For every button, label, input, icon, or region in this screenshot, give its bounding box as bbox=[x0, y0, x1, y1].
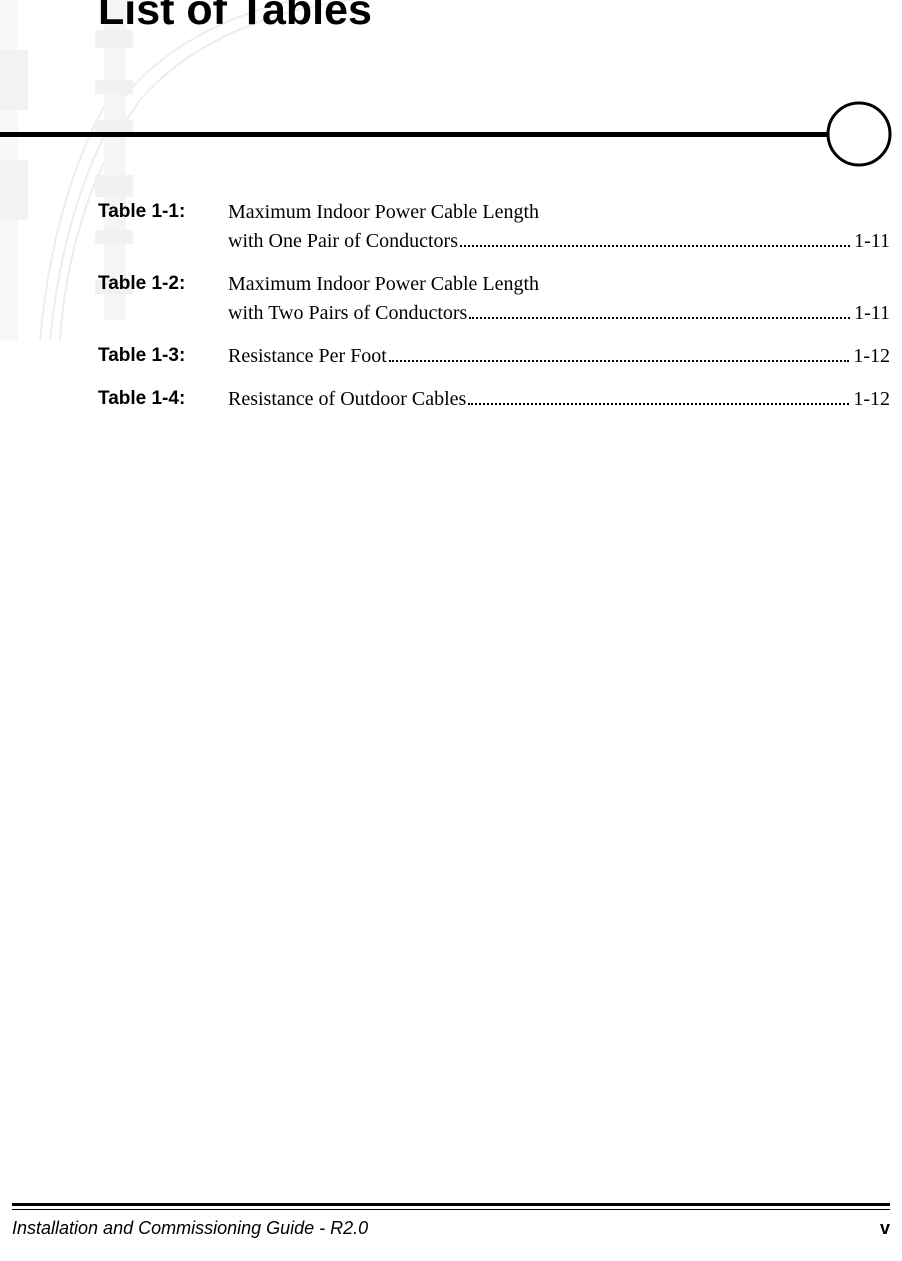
footer-doc-title: Installation and Commissioning Guide - R… bbox=[12, 1218, 368, 1239]
list-item: Table 1-4: Resistance of Outdoor Cables … bbox=[98, 385, 890, 414]
entry-page: 1-12 bbox=[853, 342, 890, 371]
page-footer: Installation and Commissioning Guide - R… bbox=[12, 1203, 890, 1239]
entry-label: Table 1-1: bbox=[98, 198, 228, 226]
entry-title-line1: Maximum Indoor Power Cable Length bbox=[228, 270, 890, 299]
entry-page: 1-12 bbox=[853, 385, 890, 414]
table-listing: Table 1-1: Maximum Indoor Power Cable Le… bbox=[98, 198, 890, 428]
entry-title-line2: Resistance Per Foot bbox=[228, 342, 387, 371]
footer-page-number: v bbox=[880, 1218, 890, 1239]
title-divider bbox=[0, 132, 830, 137]
entry-title-line2: with Two Pairs of Conductors bbox=[228, 299, 467, 328]
entry-label: Table 1-3: bbox=[98, 342, 228, 370]
list-item: Table 1-1: Maximum Indoor Power Cable Le… bbox=[98, 198, 890, 256]
page-title: List of Tables bbox=[98, 0, 372, 35]
entry-label: Table 1-2: bbox=[98, 270, 228, 298]
footer-rule-thick bbox=[12, 1203, 890, 1206]
entry-page: 1-11 bbox=[854, 227, 890, 256]
circle-decoration-icon bbox=[825, 100, 893, 168]
leader-dots bbox=[389, 342, 849, 362]
entry-title-line2: Resistance of Outdoor Cables bbox=[228, 385, 466, 414]
entry-page: 1-11 bbox=[854, 299, 890, 328]
entry-label: Table 1-4: bbox=[98, 385, 228, 413]
list-item: Table 1-2: Maximum Indoor Power Cable Le… bbox=[98, 270, 890, 328]
leader-dots bbox=[460, 227, 850, 247]
leader-dots bbox=[469, 299, 850, 319]
entry-title-line1: Maximum Indoor Power Cable Length bbox=[228, 198, 890, 227]
list-item: Table 1-3: Resistance Per Foot 1-12 bbox=[98, 342, 890, 371]
leader-dots bbox=[468, 385, 849, 405]
entry-title-line2: with One Pair of Conductors bbox=[228, 227, 458, 256]
footer-rule-thin bbox=[12, 1209, 890, 1210]
